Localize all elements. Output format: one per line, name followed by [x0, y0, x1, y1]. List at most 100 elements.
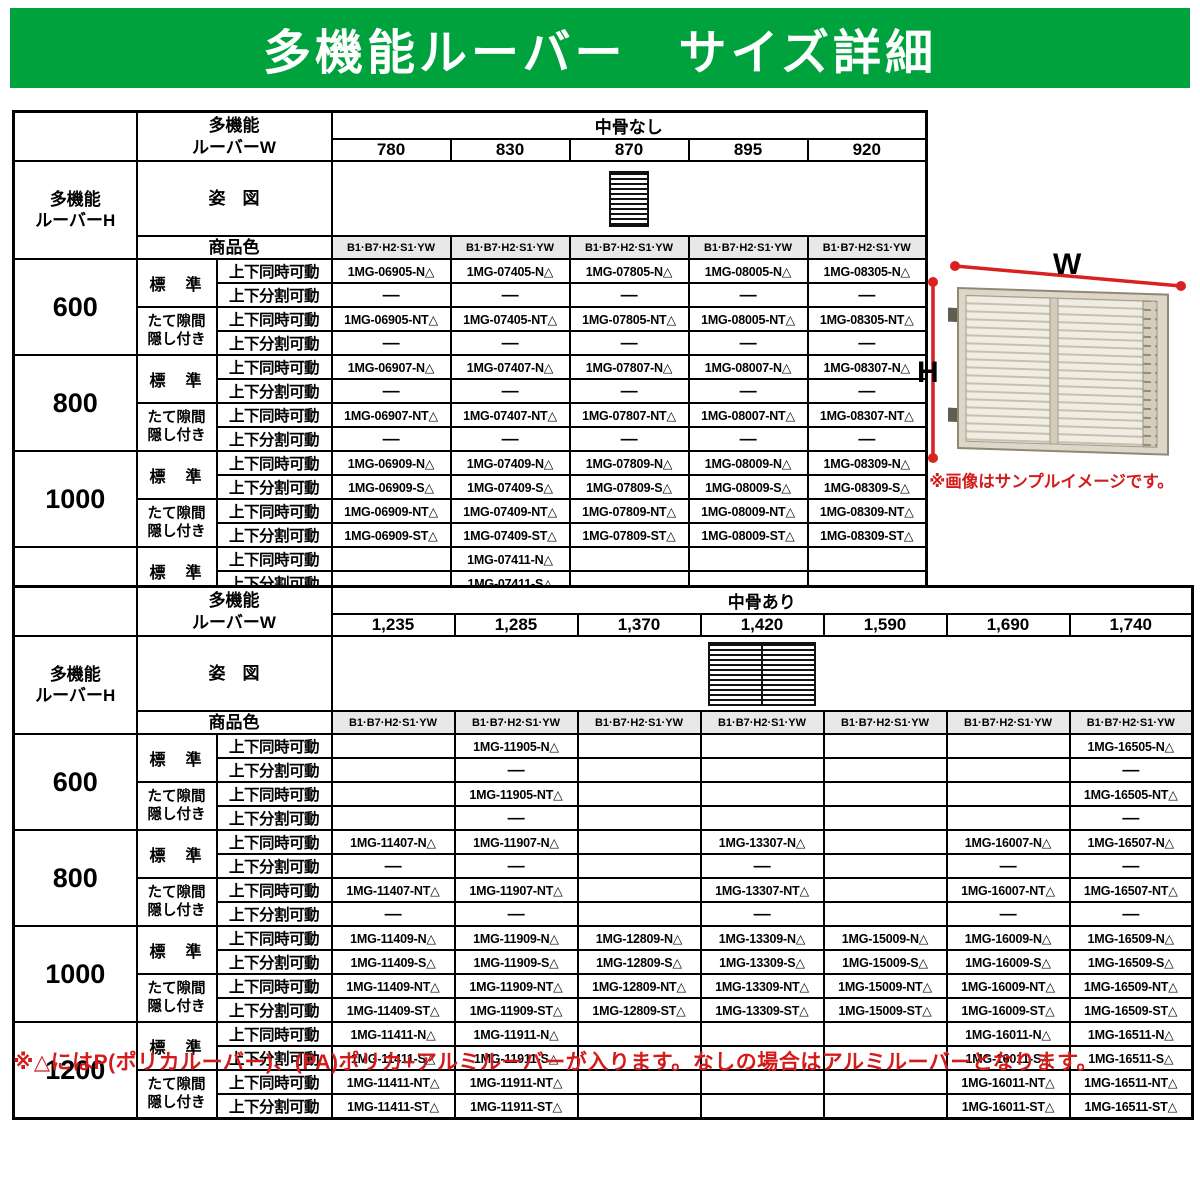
- product-code-cell: 1MG-08009-N△: [687, 451, 808, 477]
- variant-standard-label: 標 準: [135, 355, 217, 405]
- color-label: 商品色: [135, 711, 332, 736]
- product-code-cell: 1MG-08309-NT△: [806, 499, 927, 525]
- product-code-cell: 1MG-08005-N△: [687, 259, 808, 285]
- variant-hidden-label: たて隙間隠し付き: [135, 974, 217, 1024]
- empty-cell: [822, 854, 947, 880]
- product-code-cell: 1MG-16505-NT△: [1068, 782, 1193, 808]
- no-product-cell: —: [1068, 758, 1193, 784]
- motion-label: 上下分割可動: [215, 523, 332, 549]
- product-code-cell: 1MG-06909-N△: [330, 451, 451, 477]
- w-header-cell: 多機能 ルーバーW: [135, 111, 332, 162]
- variant-hidden-label: たて隙間隠し付き: [135, 1070, 217, 1120]
- product-code-cell: 1MG-08007-NT△: [687, 403, 808, 429]
- empty-cell: [822, 1022, 947, 1048]
- product-code-cell: 1MG-16011-S△: [945, 1046, 1070, 1072]
- product-code-cell: 1MG-12809-N△: [576, 926, 701, 952]
- sample-louver-image: W H: [917, 248, 1186, 463]
- motion-label: 上下同時可動: [215, 782, 332, 808]
- empty-cell: [822, 830, 947, 856]
- no-product-cell: —: [568, 283, 689, 309]
- product-code-cell: 1MG-11907-NT△: [453, 878, 578, 904]
- variant-hidden-label: たて隙間隠し付き: [135, 878, 217, 928]
- no-product-cell: —: [806, 379, 927, 405]
- product-code-cell: 1MG-11905-N△: [453, 734, 578, 760]
- no-product-cell: —: [449, 427, 570, 453]
- product-code-cell: 1MG-12809-NT△: [576, 974, 701, 1000]
- no-product-cell: —: [945, 902, 1070, 928]
- product-code-cell: 1MG-16011-N△: [945, 1022, 1070, 1048]
- product-code-cell: 1MG-07405-NT△: [449, 307, 570, 333]
- motion-label: 上下同時可動: [215, 830, 332, 856]
- product-code-cell: 1MG-06907-NT△: [330, 403, 451, 429]
- motion-label: 上下同時可動: [215, 499, 332, 525]
- product-code-cell: 1MG-16507-NT△: [1068, 878, 1193, 904]
- product-code-cell: 1MG-06909-NT△: [330, 499, 451, 525]
- variant-standard-label: 標 準: [135, 830, 217, 880]
- empty-cell: [576, 1094, 701, 1120]
- sample-image-caption: ※画像はサンプルイメージです。: [929, 473, 1174, 491]
- product-code-cell: 1MG-16007-N△: [945, 830, 1070, 856]
- footnote: ※△にはP(ポリカルーバー)、(PA)ポリカ+アルミルーバーが入ります。なしの場…: [13, 1051, 1099, 1074]
- product-code-cell: 1MG-11411-S△: [330, 1046, 455, 1072]
- motion-label: 上下分割可動: [215, 998, 332, 1024]
- motion-label: 上下分割可動: [215, 854, 332, 880]
- w-dimension-label: W: [1053, 248, 1082, 281]
- figure-cell: [330, 161, 927, 237]
- color-codes-cell: B1·B7·H2·S1·YW: [453, 711, 578, 736]
- product-code-cell: 1MG-07405-N△: [449, 259, 570, 285]
- color-codes-cell: B1·B7·H2·S1·YW: [699, 711, 824, 736]
- color-codes-cell: B1·B7·H2·S1·YW: [330, 711, 455, 736]
- spec-table: 多機能 ルーバーW 中骨なし 780 830 870 895 920 多機能 ルーバーH 姿 図商品…: [12, 110, 928, 646]
- product-code-cell: 1MG-11909-NT△: [453, 974, 578, 1000]
- figure-cell: [330, 636, 1193, 712]
- product-code-cell: 1MG-11407-N△: [330, 830, 455, 856]
- product-code-cell: 1MG-07807-N△: [568, 355, 689, 381]
- no-product-cell: —: [806, 331, 927, 357]
- product-code-cell: 1MG-07809-ST△: [568, 523, 689, 549]
- product-code-cell: 1MG-08009-ST△: [687, 523, 808, 549]
- variant-standard-label: 標 準: [135, 734, 217, 784]
- product-code-cell: 1MG-16009-N△: [945, 926, 1070, 952]
- product-code-cell: 1MG-16511-ST△: [1068, 1094, 1193, 1120]
- product-code-cell: 1MG-16509-S△: [1068, 950, 1193, 976]
- motion-label: 上下同時可動: [215, 355, 332, 381]
- motion-label: 上下同時可動: [215, 878, 332, 904]
- product-code-cell: 1MG-11907-N△: [453, 830, 578, 856]
- product-code-cell: 1MG-11911-S△: [453, 1046, 578, 1072]
- product-code-cell: 1MG-08009-S△: [687, 475, 808, 501]
- empty-cell: [699, 1094, 824, 1120]
- color-codes-cell: B1·B7·H2·S1·YW: [449, 236, 570, 261]
- no-product-cell: —: [568, 427, 689, 453]
- empty-cell: [945, 806, 1070, 832]
- width-header: 1,690: [945, 614, 1070, 637]
- no-product-cell: —: [687, 331, 808, 357]
- h-value: 800: [12, 355, 137, 453]
- no-product-cell: —: [330, 283, 451, 309]
- product-code-cell: 1MG-15009-N△: [822, 926, 947, 952]
- product-code-cell: 1MG-12809-S△: [576, 950, 701, 976]
- empty-cell: [576, 782, 701, 808]
- size-table-no-midrail: 多機能 ルーバーW 中骨なし 780 830 870 895 920 多機能 ルーバーH 姿 図商品…: [12, 110, 928, 646]
- motion-label: 上下同時可動: [215, 547, 332, 573]
- product-code-cell: 1MG-15009-NT△: [822, 974, 947, 1000]
- product-code-cell: 1MG-12809-ST△: [576, 998, 701, 1024]
- product-code-cell: 1MG-16509-N△: [1068, 926, 1193, 952]
- empty-cell: [576, 1046, 701, 1072]
- midrail-type-header: 中骨なし: [330, 111, 927, 140]
- product-code-cell: 1MG-13309-S△: [699, 950, 824, 976]
- figure-label: 姿 図: [135, 161, 332, 237]
- product-code-cell: 1MG-15009-S△: [822, 950, 947, 976]
- h-value: 800: [12, 830, 137, 928]
- empty-cell: [822, 758, 947, 784]
- product-code-cell: 1MG-11411-N△: [330, 1022, 455, 1048]
- color-codes-cell: B1·B7·H2·S1·YW: [822, 711, 947, 736]
- empty-cell: [822, 1094, 947, 1120]
- product-code-cell: 1MG-11411-NT△: [330, 1070, 455, 1096]
- empty-cell: [822, 1070, 947, 1096]
- empty-cell: [945, 782, 1070, 808]
- product-code-cell: 1MG-16007-NT△: [945, 878, 1070, 904]
- h-value: 1000: [12, 926, 137, 1024]
- product-code-cell: 1MG-07805-NT△: [568, 307, 689, 333]
- h-value: 1000: [12, 451, 137, 549]
- product-code-cell: 1MG-13307-N△: [699, 830, 824, 856]
